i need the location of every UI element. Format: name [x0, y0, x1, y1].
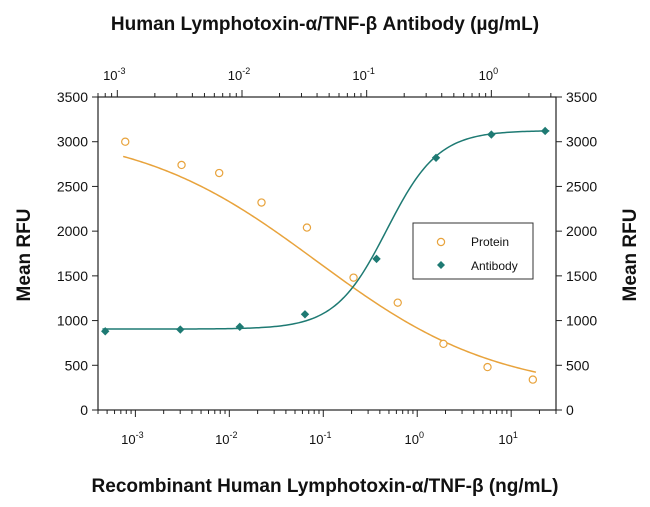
legend-box	[412, 222, 534, 280]
legend: Protein Antibody	[412, 222, 534, 280]
protein-point	[302, 223, 312, 232]
bottom-axis-ticks: 10-3 10-2 10-1 100 101	[97, 410, 557, 447]
protein-point	[483, 362, 492, 372]
right-y-tick-label: 1500	[566, 268, 597, 284]
protein-point	[393, 298, 402, 307]
left-y-tick-label: 2500	[57, 178, 88, 194]
protein-point	[214, 168, 224, 178]
antibody-point	[540, 126, 550, 136]
right-y-tick-label: 2500	[566, 178, 597, 194]
left-y-tick-label: 0	[80, 402, 88, 418]
right-y-tick-label: 3500	[566, 89, 597, 105]
left-axis-ticks: 0 500 1000 1500 2000 2500 3000 3500	[57, 89, 98, 418]
antibody-point	[487, 130, 496, 139]
right-y-tick-label: 2000	[566, 223, 597, 239]
left-y-tick-label: 3000	[57, 134, 88, 150]
protein-point	[349, 273, 358, 282]
antibody-point	[372, 254, 381, 264]
legend-protein-marker	[436, 237, 446, 247]
top-tick-label: 100	[479, 66, 498, 83]
antibody-point	[300, 310, 310, 319]
bottom-x-axis-label: Recombinant Human Lymphotoxin-α/TNF-β (n…	[92, 476, 559, 497]
bottom-tick-label: 100	[404, 430, 423, 447]
protein-point	[528, 375, 538, 384]
left-y-tick-label: 2000	[57, 223, 88, 239]
right-y-tick-label: 1000	[566, 313, 597, 329]
data-points	[101, 126, 550, 384]
legend-protein-label: Protein	[471, 235, 509, 249]
bottom-tick-label: 10-1	[309, 430, 331, 447]
bottom-tick-label: 10-2	[215, 430, 237, 447]
left-y-tick-label: 1000	[57, 313, 88, 329]
left-y-tick-label: 500	[65, 357, 89, 373]
protein-point	[257, 198, 266, 207]
legend-antibody-marker	[437, 261, 445, 269]
protein-point	[121, 137, 130, 146]
top-tick-label: 10-3	[103, 66, 125, 83]
bottom-tick-label: 101	[498, 430, 517, 447]
top-tick-label: 10-2	[228, 66, 250, 83]
antibody-point	[431, 153, 441, 163]
protein-point	[439, 339, 448, 349]
left-y-tick-label: 3500	[57, 89, 88, 105]
top-axis-title: Human Lymphotoxin-α/TNF-β Antibody (µg/m…	[111, 14, 539, 35]
legend-antibody-label: Antibody	[471, 259, 518, 273]
right-axis-ticks: 0 500 1000 1500 2000 2500 3000 3500	[556, 89, 597, 418]
right-y-tick-label: 0	[566, 402, 574, 418]
protein-point	[177, 160, 186, 170]
protein-fit-curve	[122, 155, 537, 373]
left-y-axis-label: Mean RFU	[14, 209, 35, 302]
left-y-tick-label: 1500	[57, 268, 88, 284]
right-y-tick-label: 500	[566, 357, 590, 373]
top-tick-label: 10-1	[352, 66, 374, 83]
bottom-tick-label: 10-3	[121, 430, 143, 447]
right-y-axis-label: Mean RFU	[620, 209, 641, 302]
antibody-point	[101, 327, 110, 336]
right-y-tick-label: 3000	[566, 134, 597, 150]
antibody-point	[235, 322, 244, 332]
antibody-point	[176, 325, 185, 334]
top-axis-ticks: 10-3 10-2 10-1 100	[97, 66, 552, 97]
plot-frame	[97, 96, 557, 411]
